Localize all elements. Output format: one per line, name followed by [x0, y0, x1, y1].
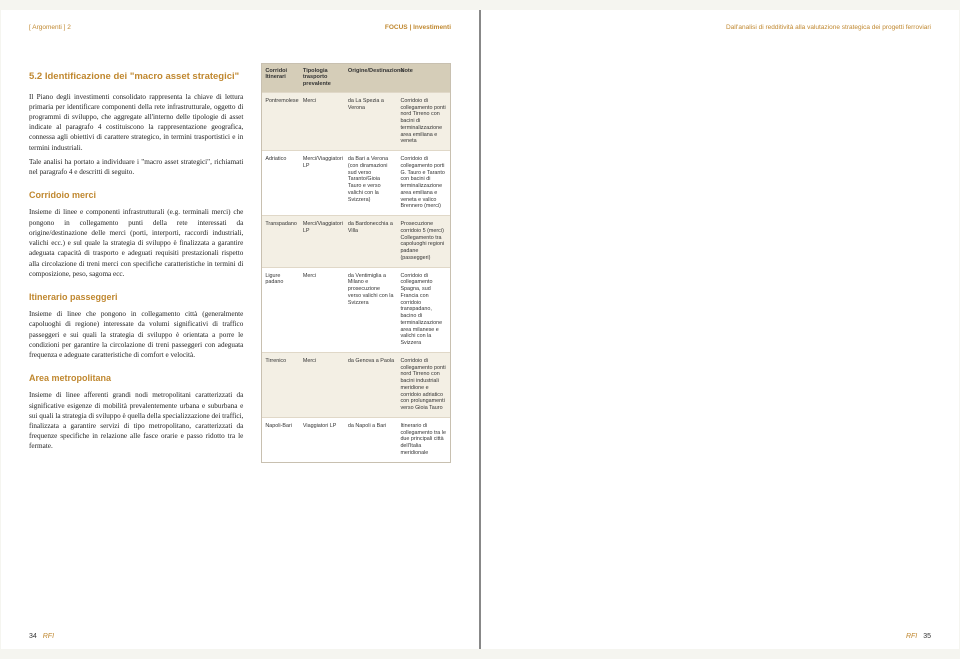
paragraph: Insieme di linee afferenti grandi nodi m…: [29, 390, 243, 451]
table-cell: Adriatico: [262, 151, 300, 215]
table-cell: Merci: [300, 353, 345, 417]
table-body: PontremoleseMercida La Spezia a VeronaCo…: [262, 92, 450, 462]
table-cell: Merci: [300, 268, 345, 352]
corridors-table: Corridoi Itinerari Tipologia trasporto p…: [261, 63, 451, 463]
table-cell: Corridoio di collegamento ponti nord Tir…: [397, 93, 450, 150]
table-cell: da Napoli a Bari: [345, 418, 398, 462]
table-row: Ligure padanoMercida Ventimiglia a Milan…: [262, 267, 450, 352]
page-right: Dall'analisi di redditività alla valutaz…: [481, 10, 959, 649]
table-cell: da Bari a Verona (con diramazioni sud ve…: [345, 151, 398, 215]
table-cell: Merci: [300, 93, 345, 150]
table-row: Napoli-BariViaggiatori LPda Napoli a Bar…: [262, 417, 450, 462]
page-number-left: 34 RFI: [29, 632, 54, 641]
header-article-title: Dall'analisi di redditività alla valutaz…: [726, 24, 931, 33]
paragraph: Tale analisi ha portato a individuare i …: [29, 157, 243, 177]
table-cell: Ligure padano: [262, 268, 300, 352]
section-title: 5.2 Identificazione dei "macro asset str…: [29, 71, 243, 84]
col-header: Note: [397, 64, 450, 92]
page-number-right: RFI 35: [906, 632, 931, 641]
header-left: [ Argomenti ] 2 FOCUS | Investimenti: [29, 24, 451, 33]
subsection-title: Itinerario passeggeri: [29, 291, 243, 303]
table-cell: da Genova a Paola: [345, 353, 398, 417]
subsection-title: Area metropolitana: [29, 372, 243, 384]
logo-text: RFI: [906, 632, 917, 641]
table-row: TirrenicoMercida Genova a PaolaCorridoio…: [262, 352, 450, 417]
table-cell: Merci/Viaggiatori LP: [300, 151, 345, 215]
table-cell: da Ventimiglia a Milano e prosecuzione v…: [345, 268, 398, 352]
header-right: Dall'analisi di redditività alla valutaz…: [509, 24, 931, 33]
header-section-label: [ Argomenti ] 2: [29, 24, 71, 33]
table-cell: Tirrenico: [262, 353, 300, 417]
table-cell: Transpadano: [262, 216, 300, 267]
table-cell: Corridoio di collegamento porti G. Tauro…: [397, 151, 450, 215]
table-cell: da La Spezia a Verona: [345, 93, 398, 150]
table-cell: Itinerario di collegamento tra le due pr…: [397, 418, 450, 462]
paragraph: Insieme di linee e componenti infrastrut…: [29, 207, 243, 279]
table-row: PontremoleseMercida La Spezia a VeronaCo…: [262, 92, 450, 150]
paragraph: Il Piano degli investimenti consolidato …: [29, 92, 243, 153]
table-row: TranspadanoMerci/Viaggiatori LPda Bardon…: [262, 215, 450, 267]
paragraph: Insieme di linee che pongono in collegam…: [29, 309, 243, 360]
table-cell: Viaggiatori LP: [300, 418, 345, 462]
article-column: 5.2 Identificazione dei "macro asset str…: [29, 61, 243, 463]
table-header: Corridoi Itinerari Tipologia trasporto p…: [262, 64, 450, 92]
col-header: Origine/Destinazione: [345, 64, 398, 92]
table-cell: Pontremolese: [262, 93, 300, 150]
table-cell: Corridoio di collegamento Spagna, sud Fr…: [397, 268, 450, 352]
table-cell: Corridoio di collegamento ponti nord Tir…: [397, 353, 450, 417]
subsection-title: Corridoio merci: [29, 189, 243, 201]
header-focus-label: FOCUS | Investimenti: [385, 24, 451, 33]
col-header: Tipologia trasporto prevalente: [300, 64, 345, 92]
table-cell: Merci/Viaggiatori LP: [300, 216, 345, 267]
table-row: AdriaticoMerci/Viaggiatori LPda Bari a V…: [262, 150, 450, 215]
logo-text: RFI: [43, 632, 54, 641]
table-cell: Prosecuzione corridoio 5 (merci) Collega…: [397, 216, 450, 267]
table-cell: Napoli-Bari: [262, 418, 300, 462]
col-header: Corridoi Itinerari: [262, 64, 300, 92]
page-left: [ Argomenti ] 2 FOCUS | Investimenti 5.2…: [1, 10, 479, 649]
table-cell: da Bardonecchia a Villa: [345, 216, 398, 267]
